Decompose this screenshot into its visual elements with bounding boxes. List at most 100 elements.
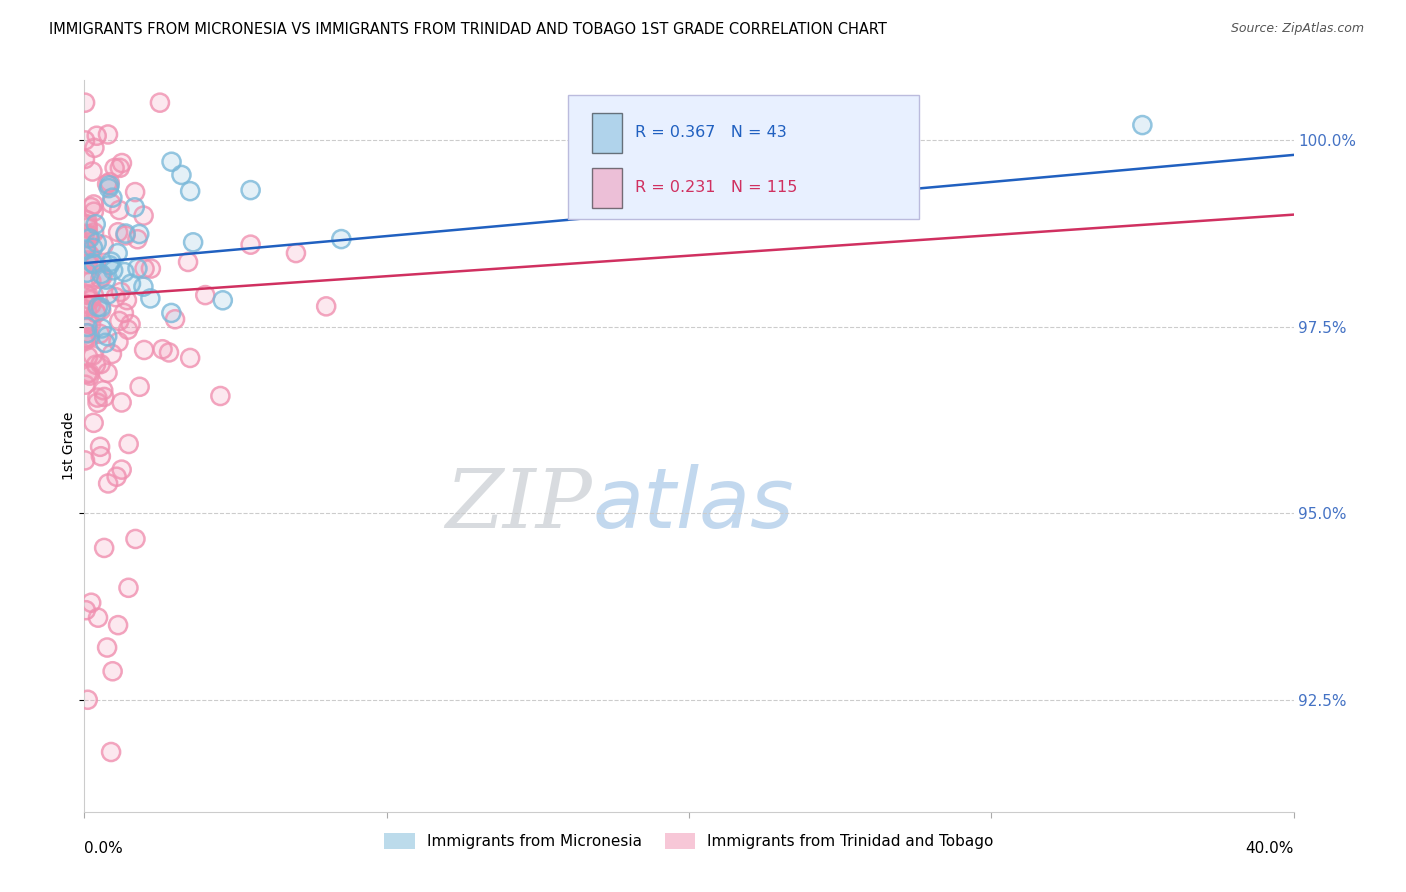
Point [90, 321, 112, 335]
Point [160, 154, 183, 169]
Point [83, 416, 105, 430]
Point [84, 256, 107, 270]
Point [134, 261, 156, 276]
Point [157, 345, 180, 359]
Point [77, 326, 100, 340]
Point [77, 257, 100, 271]
Point [73, 239, 96, 253]
Point [76, 213, 98, 227]
Point [239, 237, 262, 252]
Point [107, 246, 129, 260]
Point [87, 300, 110, 314]
Point [79, 368, 101, 383]
Point [76, 266, 98, 280]
FancyBboxPatch shape [592, 112, 623, 153]
Point [107, 225, 129, 239]
Point [117, 323, 139, 337]
Point [79, 293, 101, 307]
Point [90, 303, 112, 318]
Text: atlas: atlas [592, 464, 794, 545]
FancyBboxPatch shape [568, 95, 918, 219]
Point [86, 395, 108, 409]
Point [134, 343, 156, 357]
Point [75, 331, 97, 345]
Point [179, 351, 201, 365]
Point [75, 377, 97, 392]
Point [285, 246, 308, 260]
Point [76, 253, 98, 268]
Point [179, 351, 201, 365]
Point [117, 323, 139, 337]
Point [83, 288, 105, 302]
Point [132, 279, 155, 293]
Point [132, 209, 155, 223]
Point [330, 232, 353, 246]
Point [104, 161, 127, 175]
Point [76, 303, 98, 318]
Point [104, 290, 127, 304]
Point [181, 235, 204, 250]
Point [84, 358, 107, 372]
Point [124, 532, 146, 546]
Point [98, 175, 121, 189]
Point [108, 161, 131, 175]
Point [76, 367, 98, 381]
Point [84, 306, 107, 320]
Point [75, 603, 97, 617]
Point [83, 288, 105, 302]
Point [77, 227, 100, 242]
Text: R = 0.367   N = 43: R = 0.367 N = 43 [634, 126, 786, 140]
Point [152, 343, 174, 357]
Point [76, 692, 98, 706]
Point [93, 238, 115, 252]
Point [75, 331, 97, 345]
Point [73, 331, 96, 345]
Point [77, 366, 100, 380]
Point [73, 227, 96, 241]
Point [120, 317, 142, 331]
Point [75, 133, 97, 147]
Point [73, 334, 96, 348]
Point [96, 272, 118, 286]
Point [124, 185, 146, 199]
Point [77, 227, 100, 242]
Point [97, 181, 120, 195]
Point [769, 148, 792, 162]
Point [115, 293, 138, 308]
Point [128, 380, 150, 394]
Point [160, 306, 183, 320]
Point [132, 209, 155, 223]
Point [84, 217, 107, 231]
Point [107, 618, 129, 632]
Point [84, 256, 107, 270]
Point [112, 306, 135, 320]
Point [179, 184, 201, 198]
Point [96, 177, 118, 191]
Point [80, 298, 103, 312]
Point [79, 231, 101, 245]
Point [1132, 118, 1154, 132]
Point [80, 596, 103, 610]
Point [97, 476, 120, 491]
Point [77, 257, 100, 271]
Point [75, 287, 97, 301]
Legend: Immigrants from Micronesia, Immigrants from Trinidad and Tobago: Immigrants from Micronesia, Immigrants f… [378, 827, 1000, 855]
Point [315, 299, 337, 313]
Point [97, 476, 120, 491]
Point [90, 267, 112, 281]
Point [96, 366, 118, 380]
Point [93, 390, 115, 404]
Point [96, 329, 118, 343]
Point [100, 196, 122, 211]
Point [77, 268, 100, 283]
Point [76, 367, 98, 381]
Point [105, 469, 128, 483]
Point [93, 238, 115, 252]
Point [76, 326, 98, 341]
Point [103, 263, 125, 277]
Point [82, 164, 104, 178]
Point [194, 288, 217, 302]
Point [77, 317, 100, 331]
Point [111, 156, 134, 170]
Point [170, 168, 193, 182]
